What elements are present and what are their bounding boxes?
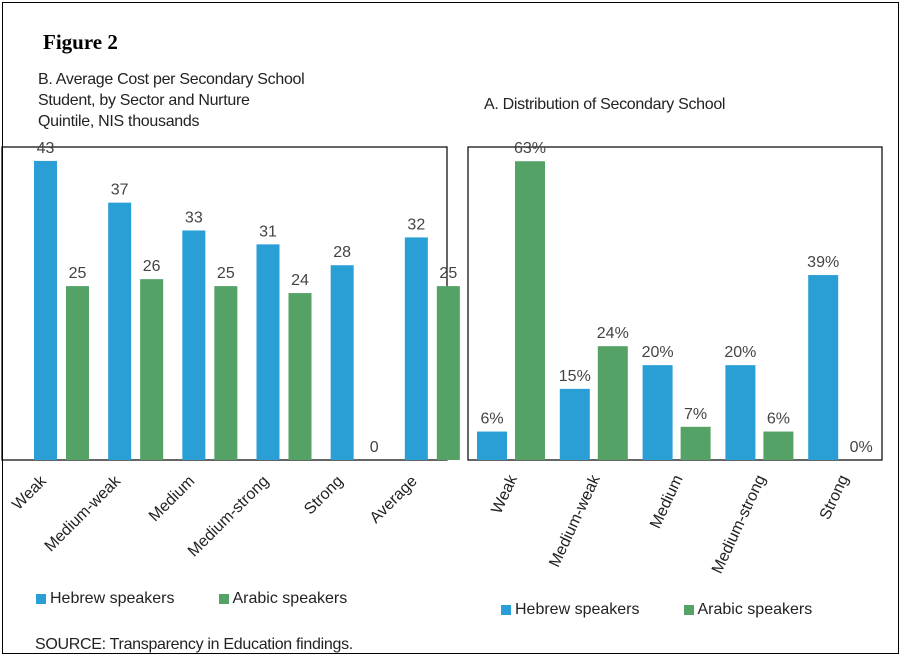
bar-hebrew xyxy=(330,265,354,460)
data-label-arabic: 25 xyxy=(439,265,457,282)
bar-hebrew xyxy=(404,237,428,460)
bar-hebrew xyxy=(256,244,280,460)
bar-arabic xyxy=(515,161,545,460)
data-label-hebrew: 20% xyxy=(642,344,674,361)
bar-hebrew xyxy=(477,431,507,460)
bar-hebrew xyxy=(642,365,673,460)
data-label-hebrew: 37 xyxy=(111,182,129,199)
data-label-hebrew: 43 xyxy=(37,140,55,157)
data-label-arabic: 25 xyxy=(69,265,87,282)
data-label-hebrew: 31 xyxy=(259,223,277,240)
legend-swatch-hebrew xyxy=(501,605,511,615)
legend-label-hebrew: Hebrew speakers xyxy=(515,601,640,618)
bar-hebrew xyxy=(34,160,57,460)
data-label-arabic: 25 xyxy=(217,265,235,282)
data-label-arabic: 26 xyxy=(143,258,161,275)
category-tick-label: Medium-weak xyxy=(546,472,604,570)
legend-item-arabic: Arabic speakers xyxy=(683,601,813,619)
bar-hebrew xyxy=(559,388,590,460)
figure-label: Figure 2 xyxy=(43,30,118,54)
legend-item-arabic: Arabic speakers xyxy=(218,590,348,608)
bar-arabic xyxy=(140,279,164,460)
data-label-arabic: 24% xyxy=(597,325,629,342)
data-label-arabic: 63% xyxy=(514,140,546,157)
data-label-hebrew: 6% xyxy=(480,411,503,428)
data-label-hebrew: 33 xyxy=(185,209,203,226)
bar-arabic xyxy=(436,286,460,460)
bar-hebrew xyxy=(725,365,756,460)
data-label-arabic: 0 xyxy=(370,439,379,456)
bar-hebrew xyxy=(182,230,206,460)
bar-arabic xyxy=(680,426,711,460)
data-label-hebrew: 39% xyxy=(807,254,839,271)
bar-arabic xyxy=(288,293,312,460)
data-label-arabic: 0% xyxy=(850,439,873,456)
legend-label-arabic: Arabic speakers xyxy=(697,601,813,618)
category-tick-label: Strong xyxy=(817,473,852,523)
bar-arabic xyxy=(763,431,794,460)
data-label-arabic: 6% xyxy=(767,411,790,428)
data-label-hebrew: 32 xyxy=(407,216,425,233)
data-label-arabic: 7% xyxy=(684,406,707,423)
bar-arabic xyxy=(214,286,238,460)
legend-swatch-arabic xyxy=(218,594,229,604)
chart-a-legend: Hebrew speakers Arabic speakers xyxy=(501,601,856,619)
bar-arabic xyxy=(597,346,628,460)
legend-label-arabic: Arabic speakers xyxy=(232,590,348,607)
chart-b-title: B. Average Cost per Secondary School Stu… xyxy=(38,71,305,130)
legend-swatch-arabic xyxy=(683,605,694,615)
category-tick-label: Medium-strong xyxy=(709,473,770,577)
chart-a-title: A. Distribution of Secondary School xyxy=(484,96,726,113)
data-label-hebrew: 28 xyxy=(333,244,351,261)
bar-hebrew xyxy=(108,202,132,460)
category-tick-label: Medium xyxy=(647,473,686,532)
bar-hebrew xyxy=(808,275,839,460)
chart-b-legend: Hebrew speakers Arabic speakers xyxy=(36,590,391,608)
legend-item-hebrew: Hebrew speakers xyxy=(36,590,175,608)
data-label-hebrew: 20% xyxy=(724,344,756,361)
data-label-arabic: 24 xyxy=(291,272,309,289)
category-tick-label: Weak xyxy=(488,472,521,517)
data-label-hebrew: 15% xyxy=(559,368,591,385)
source-note: SOURCE: Transparency in Education findin… xyxy=(35,636,353,653)
legend-item-hebrew: Hebrew speakers xyxy=(501,601,640,619)
plot-area-border xyxy=(467,146,883,461)
legend-swatch-hebrew xyxy=(36,594,46,604)
legend-label-hebrew: Hebrew speakers xyxy=(50,590,175,607)
bar-arabic xyxy=(66,286,89,460)
